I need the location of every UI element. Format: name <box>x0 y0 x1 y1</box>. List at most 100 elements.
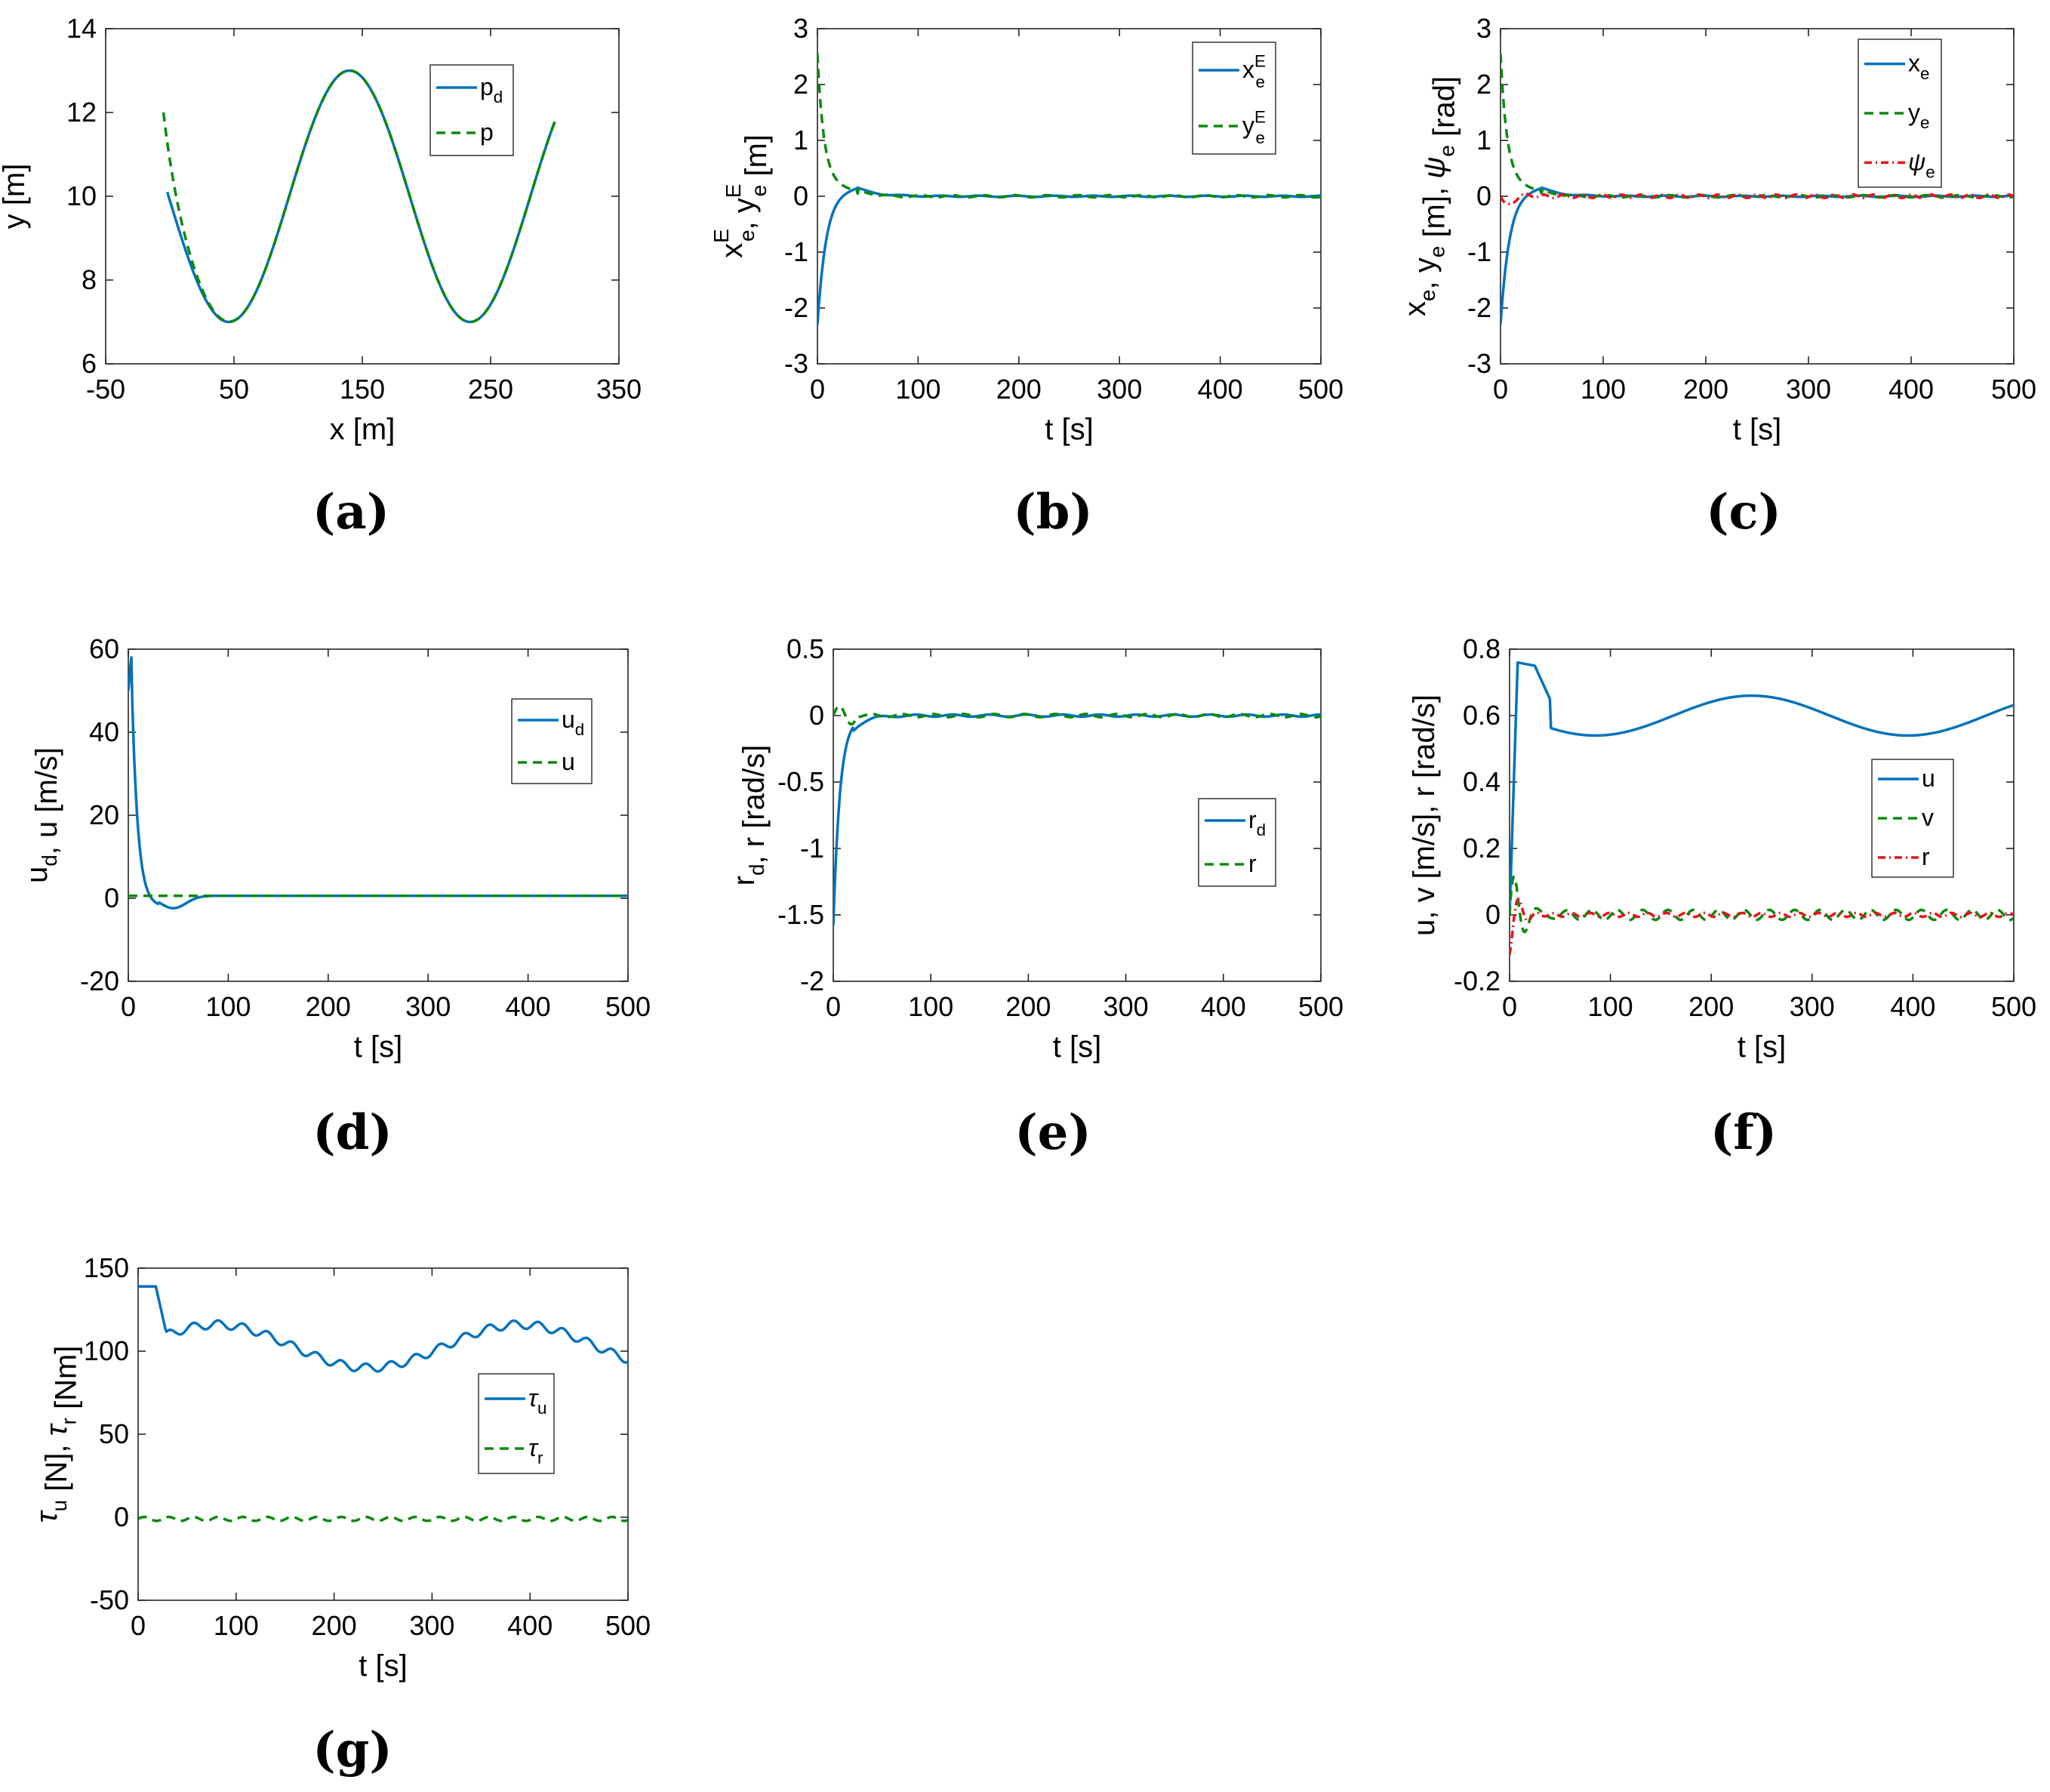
series-line-r <box>1510 898 2014 956</box>
x-tick-label: 400 <box>1888 374 1934 405</box>
x-tick-label: 100 <box>1588 991 1633 1022</box>
x-tick-label: 0 <box>1502 991 1517 1022</box>
legend-label: yE e <box>1242 108 1266 147</box>
x-tick-label: 150 <box>340 374 385 405</box>
legend-label: τu <box>528 1384 546 1418</box>
y-tick-label: 60 <box>89 633 119 664</box>
x-axis-label: t [s] <box>354 1030 402 1064</box>
x-axis-label: t [s] <box>1738 1030 1786 1064</box>
x-tick-label: 400 <box>1201 991 1246 1022</box>
x-tick-label: 0 <box>121 991 136 1022</box>
y-tick-label: 0 <box>1476 180 1491 211</box>
x-tick-label: 300 <box>1103 991 1149 1022</box>
y-axis-label: ud, u [m/s] <box>20 747 63 883</box>
legend: uvr <box>1871 759 1954 878</box>
chart-a: -50 50 150 250 350 6 8 10 12 14 x [m] y [m] pd p (a) <box>0 13 642 540</box>
legend: ud u <box>511 698 593 784</box>
x-tick-label: 500 <box>1991 991 2036 1022</box>
legend-box <box>1198 798 1276 887</box>
legend-label: pd <box>480 73 503 106</box>
y-tick-label: 0 <box>114 1501 129 1532</box>
svg-text:u, v [m/s], r [rad/s]: u, v [m/s], r [rad/s] <box>1408 694 1441 936</box>
x-tick-label: 200 <box>1005 991 1051 1022</box>
series-line-u <box>1510 660 2014 916</box>
x-tick-label: 200 <box>306 991 351 1022</box>
y-tick-label: -3 <box>784 348 808 379</box>
x-tick-label: 500 <box>1298 991 1344 1022</box>
y-tick-label: 12 <box>66 97 97 128</box>
panel-caption: (b) <box>1013 484 1092 540</box>
svg-text:ud, u [m/s]: ud, u [m/s] <box>20 747 63 883</box>
chart-f: 0 100 200 300 400 500-0.200.20.40.60.8t [s]u,… <box>1408 633 2036 1161</box>
chart-c: 0 100 200 300 400 500 -3 -2 -1 0 1 2 3 t [s] xe, ye [m… <box>1399 13 2036 540</box>
y-tick-label: -2 <box>784 292 808 323</box>
legend-label: xe <box>1908 50 1929 83</box>
plot-frame <box>105 28 620 365</box>
svg-text:τu [N], τr [Nm]: τu [N], τr [Nm] <box>30 1346 83 1523</box>
x-tick-label: 200 <box>1683 374 1728 405</box>
x-tick-label: 0 <box>131 1610 146 1641</box>
series-line-v <box>1510 875 2014 934</box>
legend: xE e yE e <box>1192 42 1276 155</box>
legend-label: p <box>480 119 494 146</box>
x-tick-label: 400 <box>1198 374 1243 405</box>
y-tick-label: 1 <box>793 125 808 155</box>
y-axis-label: xE e, yE e [m] <box>709 134 773 258</box>
y-tick-label: -2 <box>1467 292 1491 323</box>
y-tick-label: 0.5 <box>786 633 824 664</box>
y-tick-label: 2 <box>1476 69 1491 100</box>
y-tick-label: 150 <box>84 1252 129 1283</box>
x-tick-label: 500 <box>1991 374 2036 405</box>
svg-text:y [m]: y [m] <box>0 164 31 229</box>
legend-label: u <box>1922 765 1935 792</box>
legend-box <box>478 1373 555 1474</box>
legend-label: ud <box>562 706 584 739</box>
panel-caption: (g) <box>312 1722 392 1778</box>
panel-caption: (d) <box>312 1104 392 1161</box>
legend-label: ye <box>1908 99 1929 132</box>
legend-box <box>1192 42 1276 155</box>
x-tick-label: 0 <box>826 991 841 1022</box>
x-tick-label: 50 <box>219 374 249 405</box>
y-tick-label: 0 <box>104 882 119 913</box>
legend-label: u <box>562 748 575 775</box>
y-tick-label: 0.2 <box>1463 833 1501 864</box>
y-tick-label: -3 <box>1467 348 1491 379</box>
x-tick-label: 350 <box>596 374 642 405</box>
panel-caption: (a) <box>312 484 389 540</box>
legend-label: rd <box>1248 806 1266 839</box>
series-line-tau_r <box>138 1515 628 1523</box>
y-tick-label: 0 <box>1485 899 1501 930</box>
x-axis-label: x [m] <box>330 413 396 446</box>
svg-text:xEe, yEe [m]: xE e, yE e [m] <box>709 134 773 258</box>
x-tick-label: -50 <box>86 374 125 405</box>
panel-caption: (c) <box>1706 484 1781 540</box>
x-tick-label: 0 <box>810 374 825 405</box>
y-tick-label: -1 <box>784 236 808 267</box>
y-tick-label: 3 <box>793 13 808 44</box>
legend: τu τr <box>478 1373 555 1474</box>
y-axis-label: u, v [m/s], r [rad/s] <box>1408 694 1441 936</box>
legend-label: r <box>1922 843 1930 870</box>
x-tick-label: 0 <box>1493 374 1508 405</box>
y-tick-label: -0.2 <box>1454 965 1501 996</box>
legend-label: xE e <box>1242 52 1266 91</box>
y-tick-label: 6 <box>82 348 97 379</box>
legend-box <box>511 698 593 784</box>
x-tick-label: 100 <box>205 991 251 1022</box>
x-axis-label: t [s] <box>1733 413 1781 446</box>
x-tick-label: 200 <box>1688 991 1734 1022</box>
y-tick-label: 0.6 <box>1463 700 1501 731</box>
x-tick-label: 200 <box>312 1610 357 1641</box>
x-tick-label: 100 <box>1581 374 1626 405</box>
y-tick-label: 0.4 <box>1463 766 1501 797</box>
y-tick-label: 40 <box>89 716 119 747</box>
legend-label: ψe <box>1908 148 1935 181</box>
legend-label: v <box>1922 804 1934 831</box>
x-tick-label: 500 <box>605 1610 651 1641</box>
x-tick-label: 300 <box>405 991 451 1022</box>
y-tick-label: 3 <box>1476 13 1491 44</box>
